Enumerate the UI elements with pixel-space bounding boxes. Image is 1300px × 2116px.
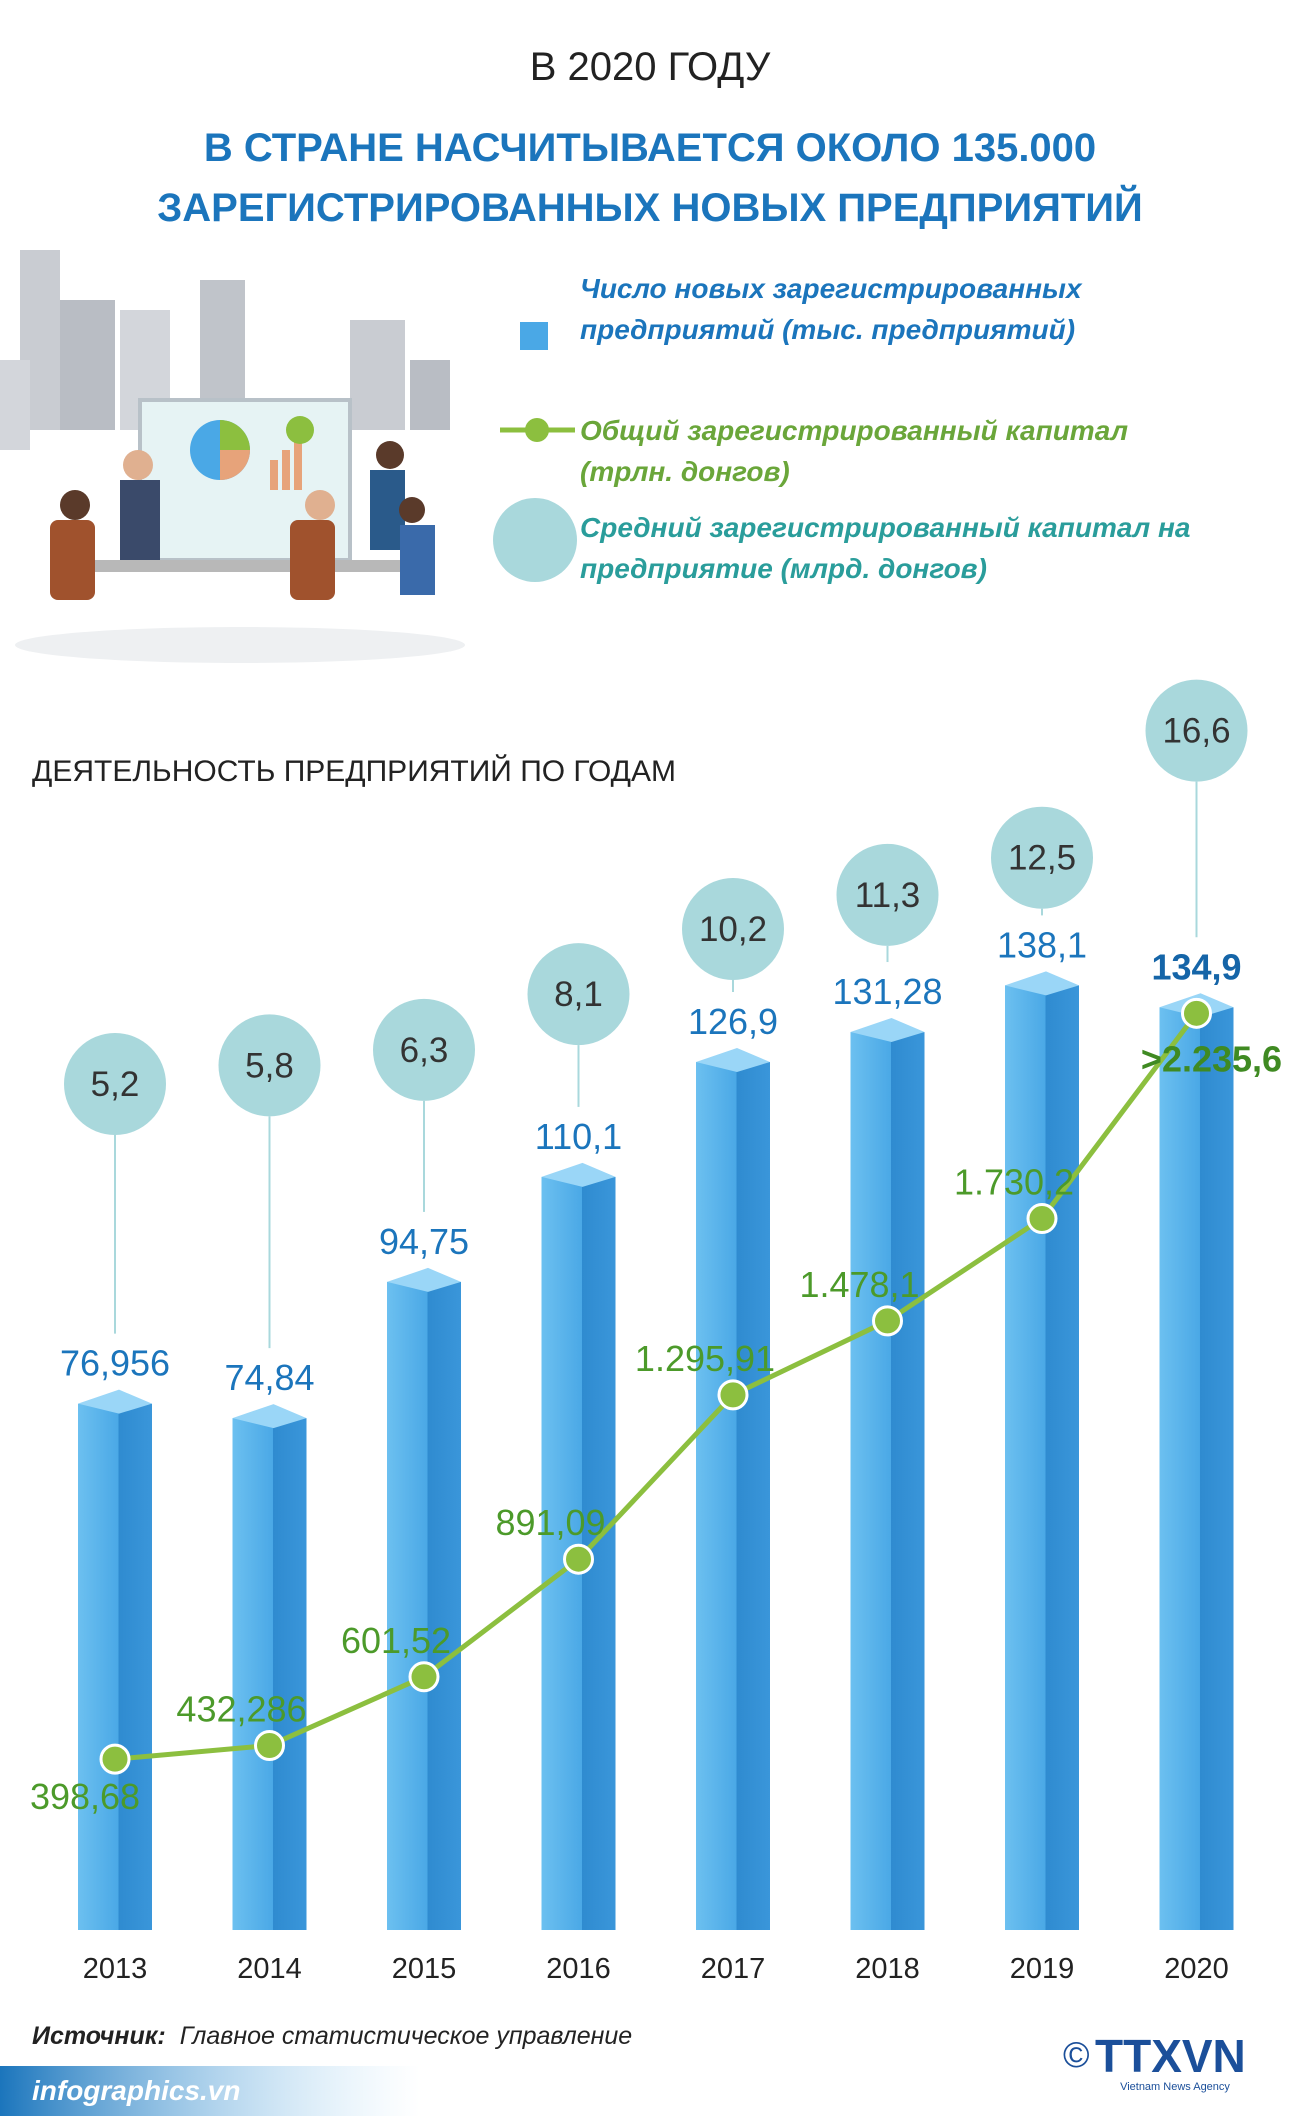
legend	[493, 322, 577, 582]
x-tick-label: 2016	[546, 1953, 611, 1985]
bar	[850, 1032, 925, 1930]
bubble-label: 10,2	[699, 910, 767, 949]
bubble	[373, 998, 475, 1101]
source-text: Главное статистическое управление	[179, 2022, 633, 2050]
bubble	[218, 1014, 321, 1117]
bubble	[64, 1033, 166, 1135]
bubble-label: 16,6	[1162, 712, 1230, 751]
source-label: Источник:	[32, 2022, 166, 2050]
x-tick-label: 2018	[855, 1953, 920, 1985]
bar	[78, 1403, 152, 1930]
line-point	[717, 1379, 749, 1411]
bubble-label: 8,1	[554, 975, 603, 1014]
line-point	[1026, 1203, 1058, 1235]
bubble	[1145, 679, 1248, 782]
line-value-label: 601,52	[341, 1620, 451, 1661]
bar-value-label: 74,84	[224, 1357, 314, 1398]
bar-value-label: 76,956	[60, 1343, 170, 1384]
bar-top	[1005, 971, 1079, 996]
bar-top	[387, 1267, 461, 1292]
chart-title: ДЕЯТЕЛЬНОСТЬ ПРЕДПРИЯТИЙ ПО ГОДАМ	[32, 755, 676, 788]
x-tick-label: 2019	[1010, 1953, 1075, 1985]
bubble-label: 6,3	[400, 1031, 449, 1070]
bar-top	[850, 1018, 925, 1043]
bar	[1005, 985, 1079, 1930]
bar	[1159, 1007, 1234, 1930]
title: В СТРАНЕ НАСЧИТЫВАЕТСЯ ОКОЛО 135.000 ЗАР…	[157, 126, 1143, 230]
line-point	[254, 1729, 285, 1761]
source: Источник: Главное статистическое управлен…	[32, 2022, 632, 2051]
kicker: В 2020 ГОДУ	[529, 45, 771, 89]
bubble	[836, 843, 939, 946]
x-tick-label: 2020	[1164, 1953, 1229, 1985]
line-value-label: 1.478,1	[799, 1264, 919, 1305]
copyright: ©	[1063, 2034, 1090, 2075]
legend-label: Общий зарегистрированный капитал (трлн. …	[580, 415, 1129, 487]
bar-value-label: 138,1	[997, 924, 1087, 965]
bubble	[991, 806, 1093, 909]
bar	[696, 1062, 770, 1930]
line-value-label: 432,286	[176, 1688, 306, 1729]
illustration	[0, 250, 465, 663]
bar-value-label: 94,75	[379, 1221, 469, 1262]
bubble	[682, 878, 784, 980]
bubble-label: 11,3	[855, 876, 921, 915]
bar	[232, 1418, 307, 1930]
x-tick-label: 2017	[701, 1953, 766, 1985]
line	[114, 1011, 1199, 1762]
line-value-label: 891,09	[495, 1502, 605, 1543]
line-point	[872, 1305, 903, 1337]
legend-label: Средний зарегистрированный капитал на пр…	[580, 512, 1191, 584]
bar-value-label: 126,9	[688, 1001, 778, 1042]
bar-value-label: 110,1	[535, 1116, 622, 1157]
bar-top	[696, 1048, 770, 1073]
line-value-label: 1.295,91	[635, 1338, 775, 1379]
x-tick-label: 2015	[392, 1953, 457, 1985]
line-point	[99, 1743, 131, 1775]
bubble-label: 12,5	[1008, 839, 1076, 878]
footer-site: infographics.vn	[32, 2075, 240, 2106]
bar-top	[541, 1162, 616, 1187]
footer-art	[0, 2066, 420, 2116]
logo: TTXVN	[1095, 2030, 1246, 2082]
x-tick-label: 2013	[83, 1953, 148, 1985]
bubble-label: 5,8	[245, 1046, 294, 1085]
agency: Vietnam News Agency	[1120, 2081, 1230, 2093]
line-point	[563, 1543, 594, 1575]
line-value-label: 398,68	[30, 1776, 140, 1817]
bar	[387, 1281, 461, 1930]
bar-top	[78, 1389, 152, 1414]
bubble-label: 5,2	[91, 1065, 140, 1104]
x-tick-label: 2014	[237, 1953, 302, 1985]
legend-dot	[525, 418, 549, 442]
bar-value-label: 131,28	[832, 971, 942, 1012]
bar-top	[232, 1404, 307, 1429]
line-value-label: >2.235,6	[1141, 1038, 1282, 1079]
legend-swatch	[520, 322, 548, 350]
legend-bubble	[493, 498, 577, 582]
line-value-label: 1.730,2	[954, 1162, 1074, 1203]
line-point	[408, 1661, 440, 1693]
legend-label: Число новых зарегистрированных предприят…	[580, 273, 1082, 345]
bar-value-label: 134,9	[1151, 946, 1241, 987]
line-point	[1181, 997, 1212, 1029]
bubble	[527, 943, 630, 1046]
